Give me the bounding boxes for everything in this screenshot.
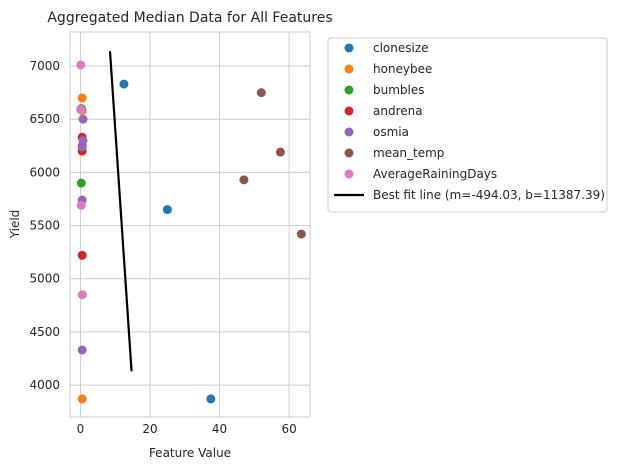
legend: clonesize honeybee bumbles andrena osmia mean… xyxy=(327,37,608,213)
x-tick-label: 60 xyxy=(281,422,296,436)
point-andrena xyxy=(77,250,87,260)
point-honeybee xyxy=(77,394,87,404)
legend-label: andrena xyxy=(373,104,423,118)
tick-labels: 0 20 40 60 4000 4500 5000 5500 6000 6500 7000 xyxy=(29,59,296,436)
point-bumbles xyxy=(76,178,86,188)
best-fit-line-layer xyxy=(108,51,133,372)
x-tick-label: 40 xyxy=(212,422,227,436)
point-clonesize xyxy=(162,205,172,215)
plot-area xyxy=(70,32,310,417)
y-tick-label: 6000 xyxy=(29,165,60,179)
scatter-points xyxy=(76,60,306,404)
point-osmia xyxy=(78,114,88,124)
legend-label: Best fit line (m=-494.03, b=11387.39) xyxy=(373,188,605,202)
legend-marker-osmia xyxy=(344,127,354,137)
point-averagerainingdays xyxy=(76,105,86,115)
point-clonesize xyxy=(206,394,216,404)
legend-label: honeybee xyxy=(373,62,432,76)
point-averagerainingdays xyxy=(77,290,87,300)
point-mean_temp xyxy=(256,88,266,98)
legend-marker-honeybee xyxy=(344,64,354,74)
legend-label: AverageRainingDays xyxy=(373,167,497,181)
point-honeybee xyxy=(77,93,87,103)
x-tick-label: 20 xyxy=(142,422,157,436)
point-mean_temp xyxy=(296,229,306,239)
legend-marker-mean_temp xyxy=(344,148,354,158)
y-tick-label: 4000 xyxy=(29,378,60,392)
x-tick-label: 0 xyxy=(77,422,85,436)
legend-frame xyxy=(327,37,608,213)
point-osmia xyxy=(77,142,87,152)
y-axis-title: Yield xyxy=(8,210,22,240)
y-tick-label: 5500 xyxy=(29,219,60,233)
legend-label: bumbles xyxy=(373,83,425,97)
legend-marker-averagerainingdays xyxy=(344,169,354,179)
point-averagerainingdays xyxy=(76,200,86,210)
y-tick-label: 5000 xyxy=(29,272,60,286)
legend-label: mean_temp xyxy=(373,146,444,160)
legend-marker-clonesize xyxy=(344,43,354,53)
legend-items: clonesize honeybee bumbles andrena osmia mean… xyxy=(334,41,605,202)
y-tick-label: 4500 xyxy=(29,325,60,339)
point-clonesize xyxy=(119,79,129,89)
point-mean_temp xyxy=(275,147,285,157)
point-mean_temp xyxy=(239,175,249,185)
point-averagerainingdays xyxy=(76,60,86,70)
y-tick-label: 7000 xyxy=(29,59,60,73)
legend-label: clonesize xyxy=(373,41,429,55)
plot-frame xyxy=(69,31,311,418)
legend-marker-bumbles xyxy=(344,85,354,95)
x-axis-title: Feature Value xyxy=(149,446,231,460)
best-fit-line xyxy=(108,51,133,372)
y-tick-label: 6500 xyxy=(29,112,60,126)
legend-marker-andrena xyxy=(344,106,354,116)
chart-title: Aggregated Median Data for All Features xyxy=(47,10,332,26)
point-osmia xyxy=(77,345,87,355)
legend-label: osmia xyxy=(373,125,409,139)
